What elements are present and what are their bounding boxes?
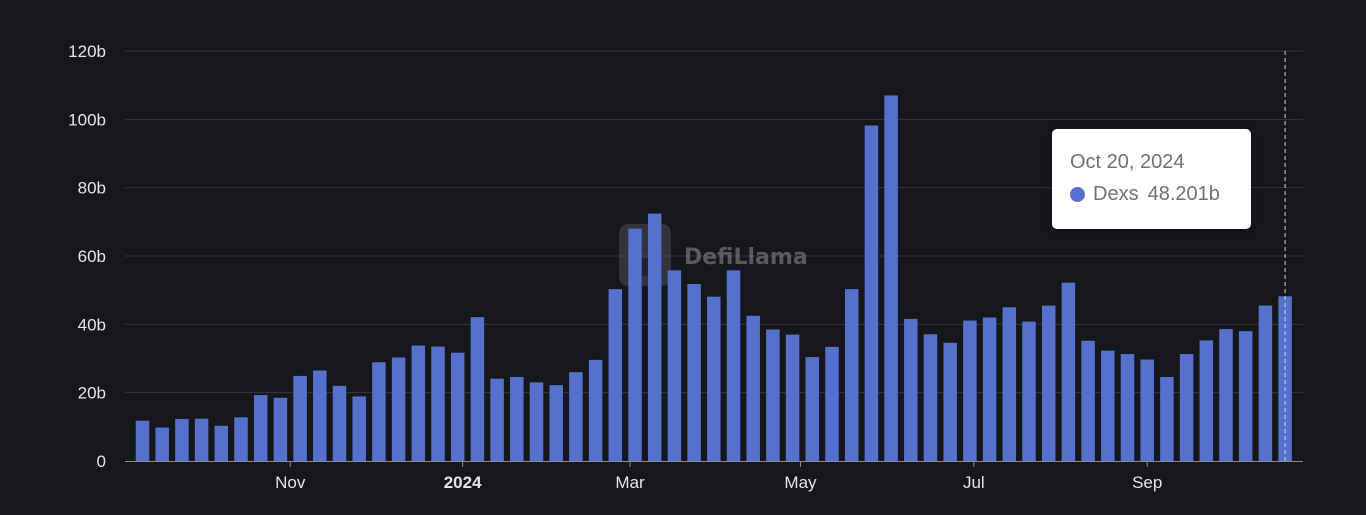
- bar[interactable]: [628, 228, 642, 461]
- bar[interactable]: [313, 370, 327, 461]
- bar[interactable]: [1160, 376, 1174, 461]
- bar[interactable]: [391, 357, 406, 461]
- y-tick-label: 80b: [78, 179, 106, 198]
- bar[interactable]: [214, 425, 229, 461]
- bar[interactable]: [372, 362, 386, 461]
- bar[interactable]: [549, 385, 563, 461]
- axes: 0 20b 40b 60b 80b 100b 120b Nov 2024 Mar May Jul Sep: [68, 42, 1303, 492]
- bar[interactable]: [529, 382, 544, 461]
- bar[interactable]: [510, 376, 524, 461]
- bar[interactable]: [352, 396, 366, 461]
- x-tick-label: 2024: [444, 473, 482, 492]
- x-tick-label: May: [784, 473, 817, 492]
- tooltip-date: Oct 20, 2024: [1070, 151, 1185, 173]
- y-tick-label: 20b: [78, 384, 106, 403]
- bar[interactable]: [1219, 329, 1233, 461]
- bar[interactable]: [253, 395, 268, 461]
- watermark: DefiLlama: [619, 224, 808, 286]
- bar[interactable]: [155, 427, 169, 461]
- tooltip-row: Dexs 48.201b: [1070, 183, 1251, 206]
- bar[interactable]: [588, 359, 603, 461]
- bar[interactable]: [785, 334, 800, 461]
- bar[interactable]: [470, 317, 485, 461]
- bar[interactable]: [667, 270, 682, 461]
- bar[interactable]: [431, 346, 445, 461]
- bar[interactable]: [194, 418, 209, 461]
- tooltip-value: 48.201b: [1147, 183, 1220, 205]
- bar[interactable]: [1238, 331, 1253, 461]
- x-tick-label: Nov: [275, 473, 306, 492]
- bar[interactable]: [234, 417, 248, 461]
- y-tick-label: 0: [97, 452, 106, 471]
- bar[interactable]: [746, 315, 760, 461]
- llama-logo-icon: [619, 224, 671, 286]
- bar[interactable]: [1041, 305, 1056, 461]
- x-tick-label: Mar: [615, 473, 645, 492]
- bar[interactable]: [175, 418, 189, 461]
- bar[interactable]: [608, 289, 623, 461]
- bar[interactable]: [569, 372, 583, 461]
- bar[interactable]: [411, 345, 426, 461]
- bar[interactable]: [766, 329, 780, 461]
- bar[interactable]: [963, 320, 977, 461]
- bar[interactable]: [1258, 305, 1273, 461]
- watermark-label: DefiLlama: [684, 245, 808, 270]
- bar[interactable]: [982, 317, 997, 462]
- bar[interactable]: [844, 289, 859, 461]
- bar[interactable]: [707, 296, 721, 461]
- bar[interactable]: [273, 397, 288, 461]
- bar[interactable]: [805, 357, 820, 461]
- tooltip-series-name: Dexs: [1093, 183, 1139, 205]
- bar[interactable]: [1061, 282, 1076, 461]
- bar[interactable]: [490, 378, 504, 461]
- bar[interactable]: [647, 213, 662, 461]
- bar[interactable]: [135, 420, 150, 461]
- x-tick-label: Jul: [963, 473, 985, 492]
- bar[interactable]: [1022, 321, 1036, 461]
- bar[interactable]: [1140, 359, 1154, 461]
- bar[interactable]: [864, 125, 879, 461]
- bar[interactable]: [332, 385, 347, 461]
- y-tick-label: 60b: [78, 247, 106, 266]
- bar[interactable]: [923, 334, 938, 461]
- bar[interactable]: [1199, 340, 1214, 461]
- bar[interactable]: [1120, 354, 1135, 461]
- bar[interactable]: [1002, 307, 1017, 461]
- bar[interactable]: [293, 375, 307, 461]
- bar[interactable]: [904, 318, 918, 461]
- bar[interactable]: [1101, 350, 1115, 461]
- bar[interactable]: [943, 342, 957, 461]
- y-tick-label: 40b: [78, 315, 106, 334]
- bar[interactable]: [884, 95, 898, 462]
- bar-series-dexs: [135, 95, 1292, 462]
- y-tick-label: 100b: [68, 110, 106, 129]
- bar[interactable]: [1179, 354, 1194, 461]
- tooltip: Oct 20, 2024 Dexs 48.201b: [1052, 129, 1251, 229]
- x-tick-label: Sep: [1132, 473, 1162, 492]
- y-tick-label: 120b: [68, 42, 106, 61]
- bar[interactable]: [726, 270, 741, 461]
- bar[interactable]: [1081, 340, 1095, 461]
- series-color-dot-icon: [1070, 187, 1085, 202]
- bar[interactable]: [1278, 296, 1292, 461]
- bar[interactable]: [825, 346, 839, 461]
- bar[interactable]: [450, 352, 465, 461]
- bar[interactable]: [687, 284, 701, 461]
